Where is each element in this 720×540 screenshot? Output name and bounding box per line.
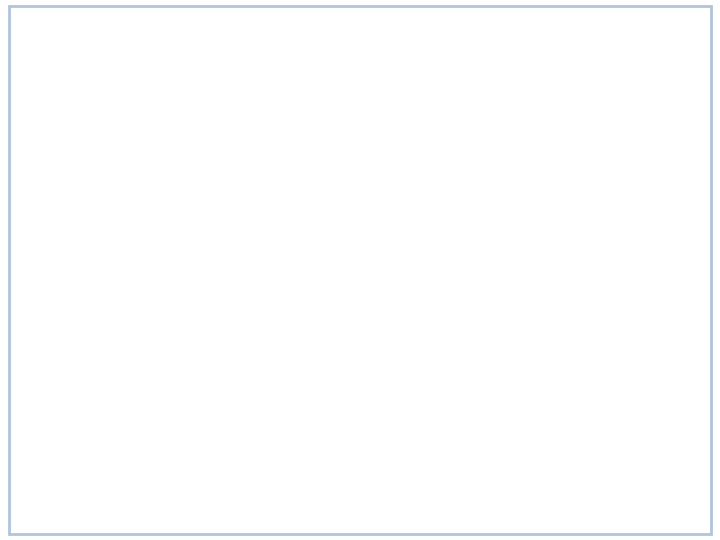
Circle shape xyxy=(634,480,687,519)
Text: ►: ► xyxy=(35,433,48,451)
Text: It is an important component of routine nutritional assessment.: It is an important component of routine … xyxy=(73,402,601,420)
Text: ►: ► xyxy=(35,322,48,340)
Text: ANTHROPOMETRY: ANTHROPOMETRY xyxy=(134,93,586,136)
Text: Nutritional anthropometry is the tool concerned with the
measurement of the vari: Nutritional anthropometry is the tool co… xyxy=(73,205,576,296)
Text: It is used commonly in a routine survey due to its simplicity
& it needs least s: It is used commonly in a routine survey … xyxy=(73,431,570,473)
Text: ►: ► xyxy=(35,208,48,226)
Text: It is based on the concept that an appropriate measurement
should reflect any mo: It is based on the concept that an appro… xyxy=(73,319,576,386)
Text: Concept –: Concept – xyxy=(35,165,133,183)
Text: ►: ► xyxy=(35,405,48,423)
Text: NUTRITIONAL: NUTRITIONAL xyxy=(190,38,530,82)
